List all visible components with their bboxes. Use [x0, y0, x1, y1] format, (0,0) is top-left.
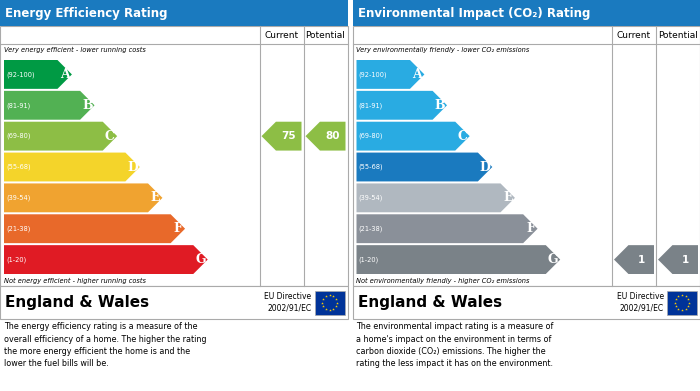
Text: (55-68): (55-68): [6, 164, 31, 170]
Bar: [347, 0, 353, 391]
Polygon shape: [4, 91, 94, 120]
Polygon shape: [614, 245, 654, 274]
Bar: [353, 26, 700, 286]
Text: EU Directive
2002/91/EC: EU Directive 2002/91/EC: [617, 292, 664, 313]
Polygon shape: [356, 60, 424, 89]
Text: G: G: [195, 253, 206, 266]
Polygon shape: [356, 245, 560, 274]
Bar: [0, 0, 347, 26]
Polygon shape: [305, 122, 346, 151]
Text: 75: 75: [281, 131, 296, 141]
Text: 1: 1: [682, 255, 689, 265]
Polygon shape: [356, 152, 492, 181]
Text: 80: 80: [326, 131, 340, 141]
Text: (39-54): (39-54): [6, 195, 30, 201]
Text: G: G: [547, 253, 559, 266]
Text: D: D: [480, 160, 491, 174]
Text: D: D: [127, 160, 138, 174]
Text: England & Wales: England & Wales: [5, 295, 149, 310]
Text: C: C: [458, 130, 468, 143]
Text: (92-100): (92-100): [6, 71, 34, 78]
Text: (1-20): (1-20): [358, 256, 379, 263]
Text: Potential: Potential: [306, 30, 345, 39]
Bar: [667, 291, 697, 314]
Polygon shape: [4, 214, 185, 243]
Polygon shape: [4, 60, 72, 89]
Text: The energy efficiency rating is a measure of the
overall efficiency of a home. T: The energy efficiency rating is a measur…: [4, 322, 206, 368]
Text: E: E: [150, 191, 160, 204]
Text: B: B: [82, 99, 92, 112]
Text: (21-38): (21-38): [6, 226, 30, 232]
Text: (69-80): (69-80): [358, 133, 383, 140]
Polygon shape: [356, 214, 538, 243]
Text: EU Directive
2002/91/EC: EU Directive 2002/91/EC: [265, 292, 312, 313]
Bar: [0, 286, 347, 319]
Bar: [353, 286, 700, 319]
Polygon shape: [658, 245, 698, 274]
Polygon shape: [4, 122, 117, 151]
Bar: [0, 26, 347, 286]
Text: Environmental Impact (CO₂) Rating: Environmental Impact (CO₂) Rating: [358, 7, 590, 20]
Text: Very environmentally friendly - lower CO₂ emissions: Very environmentally friendly - lower CO…: [356, 47, 530, 53]
Text: Not environmentally friendly - higher CO₂ emissions: Not environmentally friendly - higher CO…: [356, 278, 530, 284]
Polygon shape: [4, 152, 140, 181]
Text: (81-91): (81-91): [6, 102, 30, 109]
Text: B: B: [435, 99, 445, 112]
Text: Not energy efficient - higher running costs: Not energy efficient - higher running co…: [4, 278, 146, 284]
Polygon shape: [356, 91, 447, 120]
Text: C: C: [105, 130, 115, 143]
Text: (1-20): (1-20): [6, 256, 27, 263]
Text: (39-54): (39-54): [358, 195, 383, 201]
Bar: [353, 0, 700, 26]
Text: 1: 1: [638, 255, 645, 265]
Text: Current: Current: [617, 30, 651, 39]
Polygon shape: [4, 245, 208, 274]
Text: E: E: [503, 191, 512, 204]
Polygon shape: [356, 122, 470, 151]
Text: (21-38): (21-38): [358, 226, 383, 232]
Text: (55-68): (55-68): [358, 164, 383, 170]
Text: F: F: [526, 222, 535, 235]
Bar: [314, 291, 344, 314]
Text: Energy Efficiency Rating: Energy Efficiency Rating: [5, 7, 167, 20]
Polygon shape: [356, 183, 515, 212]
Text: F: F: [174, 222, 182, 235]
Text: England & Wales: England & Wales: [358, 295, 502, 310]
Polygon shape: [262, 122, 302, 151]
Text: Current: Current: [265, 30, 299, 39]
Text: (92-100): (92-100): [358, 71, 387, 78]
Polygon shape: [4, 183, 162, 212]
Text: Potential: Potential: [658, 30, 698, 39]
Text: A: A: [412, 68, 422, 81]
Text: Very energy efficient - lower running costs: Very energy efficient - lower running co…: [4, 47, 146, 53]
Text: (81-91): (81-91): [358, 102, 383, 109]
Text: (69-80): (69-80): [6, 133, 31, 140]
Text: The environmental impact rating is a measure of
a home's impact on the environme: The environmental impact rating is a mea…: [356, 322, 554, 368]
Text: A: A: [60, 68, 69, 81]
